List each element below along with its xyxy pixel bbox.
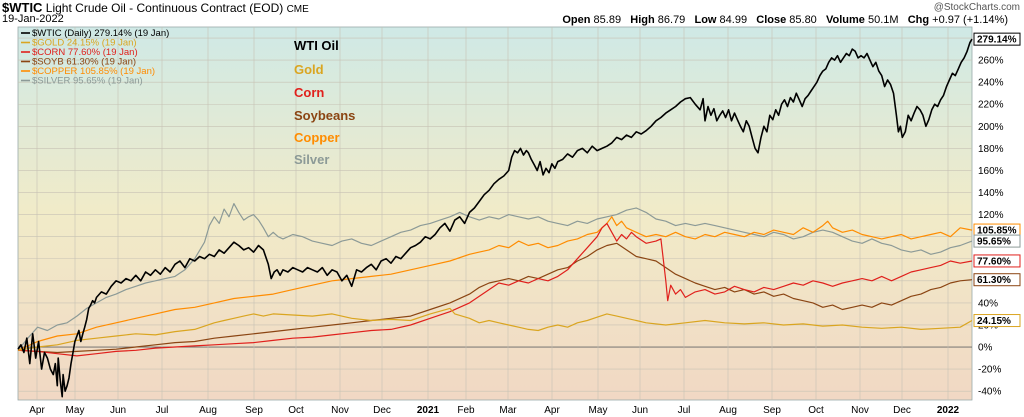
- x-tick-label: Dec: [893, 405, 911, 416]
- credit-link[interactable]: @StockCharts.com: [933, 2, 1020, 13]
- x-tick-label: Apr: [544, 405, 560, 416]
- end-value-box: [973, 234, 1021, 248]
- x-tick-label: Jun: [110, 405, 126, 416]
- ohlc-chg: Chg +0.97 (+1.14%): [907, 14, 1008, 26]
- x-tick-label: Jul: [678, 405, 691, 416]
- ohlc-readout: Open 85.89 High 86.79 Low 84.99 Close 85…: [562, 14, 1008, 26]
- legend-entry: $COPPER 105.85% (19 Jan): [32, 66, 155, 77]
- x-tick-label: May: [66, 405, 85, 416]
- y-tick-label: 160%: [978, 166, 1004, 177]
- y-tick-label: 0%: [978, 343, 993, 354]
- x-tick-label: Sep: [763, 405, 781, 416]
- y-tick-label: 180%: [978, 144, 1004, 155]
- x-tick-label: Jul: [156, 405, 169, 416]
- y-tick-label: 220%: [978, 100, 1004, 111]
- y-tick-label: -20%: [978, 365, 1001, 376]
- series-line-copper: [17, 216, 973, 351]
- x-tick-label: Jun: [632, 405, 648, 416]
- series-name-label: Corn: [294, 85, 324, 100]
- x-tick-label: Mar: [499, 405, 517, 416]
- end-value-box: [973, 314, 1021, 328]
- x-tick-label: Nov: [851, 405, 869, 416]
- legend-entry: $CORN 77.60% (19 Jan): [32, 47, 138, 58]
- end-value-label: 105.85%: [977, 226, 1017, 237]
- x-tick-label: 2022: [937, 405, 960, 416]
- x-tick-label: Sep: [245, 405, 263, 416]
- x-tick-label: 2021: [417, 405, 440, 416]
- ohlc-high: High 86.79: [630, 14, 689, 26]
- legend-entry: $SILVER 95.65% (19 Jan): [32, 76, 143, 87]
- legend-entry: $WTIC (Daily) 279.14% (19 Jan): [32, 28, 169, 39]
- y-tick-label: 40%: [978, 298, 998, 309]
- series-line-corn: [17, 222, 973, 357]
- x-tick-label: Aug: [719, 405, 737, 416]
- y-tick-label: 120%: [978, 210, 1004, 221]
- x-tick-label: Aug: [199, 405, 217, 416]
- x-tick-label: Dec: [373, 405, 391, 416]
- x-tick-label: Apr: [29, 405, 45, 416]
- x-tick-label: Oct: [288, 405, 304, 416]
- y-tick-label: 260%: [978, 56, 1004, 67]
- series-name-label: Gold: [294, 62, 324, 77]
- end-value-label: 95.65%: [977, 237, 1011, 248]
- x-tick-label: May: [589, 405, 608, 416]
- series-line-silver: [17, 203, 973, 351]
- y-tick-label: 200%: [978, 122, 1004, 133]
- end-value-box: [973, 254, 1021, 268]
- series-line-wti-oil: [17, 38, 973, 398]
- end-value-box: [973, 273, 1021, 287]
- series-line-gold: [17, 307, 973, 351]
- end-value-label: 24.15%: [977, 316, 1011, 327]
- x-tick-label: Feb: [457, 405, 475, 416]
- chart-date: 19-Jan-2022: [2, 13, 64, 25]
- symbol: $WTIC: [2, 0, 43, 15]
- legend-entry: $SOYB 61.30% (19 Jan): [32, 57, 136, 68]
- end-value-label: 279.14%: [977, 35, 1017, 46]
- series-name-label: Copper: [294, 130, 340, 145]
- ohlc-low: Low 84.99: [694, 14, 751, 26]
- end-value-box: [973, 32, 1021, 46]
- x-tick-label: Nov: [331, 405, 349, 416]
- series-name-label: WTI Oil: [294, 38, 339, 53]
- series-name-label: Silver: [294, 152, 329, 167]
- chart-title: $WTIC Light Crude Oil - Continuous Contr…: [2, 0, 309, 15]
- ohlc-open: Open 85.89: [562, 14, 625, 26]
- instrument-name: Light Crude Oil - Continuous Contract (E…: [45, 1, 284, 15]
- y-tick-label: 140%: [978, 188, 1004, 199]
- series-line-soybeans: [17, 242, 973, 354]
- exchange: CME: [286, 4, 309, 15]
- y-tick-label: 240%: [978, 78, 1004, 89]
- ohlc-close: Close 85.80: [756, 14, 820, 26]
- x-tick-label: Oct: [808, 405, 824, 416]
- legend-entry: $GOLD 24.15% (19 Jan): [32, 38, 137, 49]
- end-value-label: 61.30%: [977, 275, 1011, 286]
- series-name-label: Soybeans: [294, 108, 355, 123]
- y-tick-label: -40%: [978, 387, 1001, 398]
- end-value-label: 77.60%: [977, 256, 1011, 267]
- ohlc-volume: Volume 50.1M: [825, 14, 902, 26]
